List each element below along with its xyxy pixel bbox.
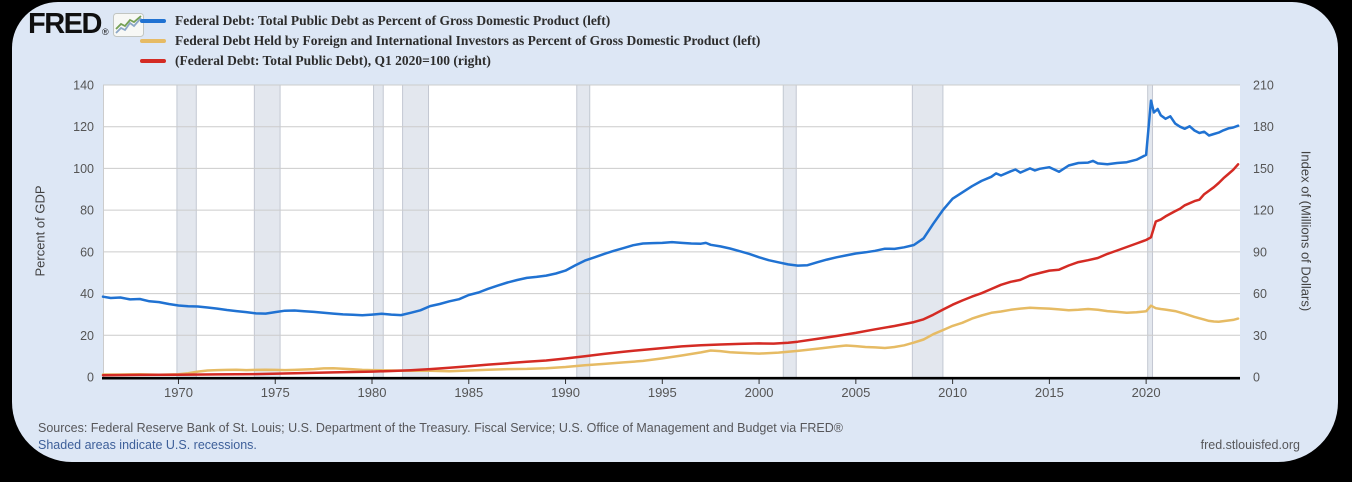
x-tick-label: 1985: [454, 385, 483, 400]
x-tick-label: 1970: [164, 385, 193, 400]
x-tick-label: 1995: [648, 385, 677, 400]
registered-mark: ®: [101, 27, 109, 37]
y-right-tick-label: 0: [1253, 371, 1260, 385]
y-left-axis-title: Percent of GDP: [32, 185, 48, 277]
legend-swatch-red: [140, 59, 166, 63]
x-tick-label: 2020: [1132, 385, 1161, 400]
y-right-tick-label: 180: [1253, 120, 1274, 134]
legend-item[interactable]: Federal Debt: Total Public Debt as Perce…: [140, 11, 760, 31]
fred-sparkline-icon: [112, 13, 144, 42]
legend-swatch-blue: [140, 19, 166, 23]
x-tick-label: 2000: [745, 385, 774, 400]
y-left-tick-label: 120: [73, 120, 94, 134]
series-line-1: [101, 304, 1240, 376]
recession-band: [254, 85, 281, 377]
y-left-tick-label: 20: [80, 329, 94, 343]
y-right-tick-label: 90: [1253, 245, 1267, 259]
recession-band: [176, 85, 197, 377]
recession-band: [1147, 85, 1153, 377]
y-left-tick-label: 140: [73, 79, 94, 93]
y-left-tick-label: 60: [80, 245, 94, 259]
series-line-2: [101, 163, 1240, 377]
legend-swatch-orange: [140, 39, 166, 43]
x-tick-label: 1975: [261, 385, 290, 400]
legend-item[interactable]: Federal Debt Held by Foreign and Interna…: [140, 31, 760, 51]
recession-band: [402, 85, 429, 377]
y-left-tick-label: 0: [87, 371, 94, 385]
fred-logo[interactable]: FRED ®: [28, 10, 144, 42]
plot-area: [103, 85, 1240, 377]
x-tick-label: 2015: [1035, 385, 1064, 400]
legend-label: Federal Debt Held by Foreign and Interna…: [175, 33, 761, 48]
y-left-tick-label: 40: [80, 287, 94, 301]
y-right-tick-label: 150: [1253, 162, 1274, 176]
legend-label: (Federal Debt: Total Public Debt), Q1 20…: [175, 53, 491, 68]
sources-text: Sources: Federal Reserve Bank of St. Lou…: [38, 421, 843, 435]
x-tick-label: 1990: [551, 385, 580, 400]
y-right-tick-label: 60: [1253, 287, 1267, 301]
y-right-tick-label: 120: [1253, 204, 1274, 218]
fred-logo-text: FRED: [28, 8, 102, 40]
y-left-tick-label: 100: [73, 162, 94, 176]
recession-note-link[interactable]: Shaded areas indicate U.S. recessions.: [38, 438, 257, 452]
recession-band: [783, 85, 797, 377]
series-line-0: [101, 99, 1240, 317]
x-tick-label: 1980: [358, 385, 387, 400]
y-right-tick-label: 30: [1253, 329, 1267, 343]
recession-band: [576, 85, 590, 377]
y-right-axis-title: Index of (Millions of Dollars): [1298, 150, 1314, 312]
legend-item[interactable]: (Federal Debt: Total Public Debt), Q1 20…: [140, 51, 760, 71]
x-tick-label: 2005: [841, 385, 870, 400]
y-left-tick-label: 80: [80, 204, 94, 218]
recession-band: [373, 85, 384, 377]
fred-site-link[interactable]: fred.stlouisfed.org: [1200, 438, 1300, 452]
y-right-tick-label: 210: [1253, 79, 1274, 93]
x-tick-label: 2010: [938, 385, 967, 400]
legend-label: Federal Debt: Total Public Debt as Perce…: [175, 13, 611, 28]
legend: Federal Debt: Total Public Debt as Perce…: [140, 11, 760, 71]
